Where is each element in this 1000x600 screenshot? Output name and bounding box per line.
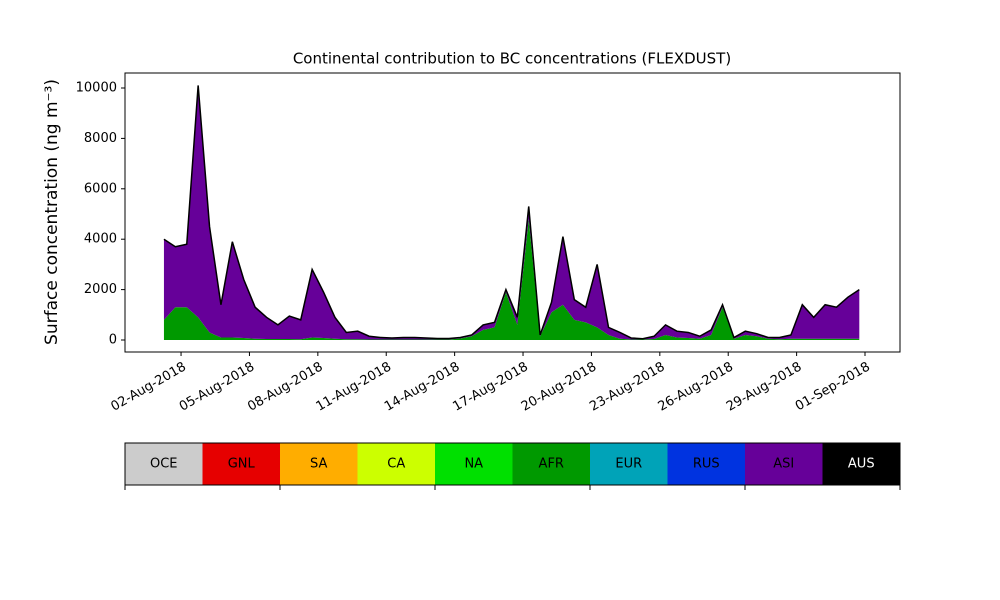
colorbar-label: GNL: [228, 457, 256, 472]
colorbar-label: SA: [310, 457, 327, 472]
x-tick-label: 26-Aug-2018: [656, 360, 736, 415]
x-tick-label: 20-Aug-2018: [519, 360, 599, 415]
y-tick-label: 6000: [84, 181, 117, 196]
x-tick-label: 08-Aug-2018: [245, 360, 325, 415]
colorbar-label: EUR: [615, 457, 642, 472]
colorbar-label: CA: [387, 457, 405, 472]
colorbar-label: RUS: [693, 457, 720, 472]
colorbar-label: NA: [464, 457, 483, 472]
x-tick-label: 29-Aug-2018: [724, 360, 804, 415]
colorbar-label: ASI: [773, 457, 794, 472]
x-tick-label: 01-Sep-2018: [793, 360, 873, 415]
area: [163, 219, 860, 341]
colorbar-swatch: [590, 443, 668, 485]
x-tick-label: 11-Aug-2018: [314, 360, 394, 415]
y-tick-label: 0: [109, 333, 117, 348]
colorbar-swatch: [512, 443, 591, 485]
colorbar-swatch: [125, 443, 203, 485]
x-tick-label: 23-Aug-2018: [587, 360, 667, 415]
colorbar-swatch: [280, 443, 358, 485]
x-tick-label: 14-Aug-2018: [382, 360, 462, 415]
plot-frame: [124, 72, 901, 353]
y-tick-label: 10000: [76, 80, 117, 95]
colorbar-swatch: [435, 443, 513, 485]
colorbar-swatch: [822, 443, 901, 485]
total-outline: [163, 85, 860, 340]
x-tick-label: 17-Aug-2018: [450, 360, 530, 415]
x-tick-label: 02-Aug-2018: [108, 360, 188, 415]
colorbar-label: AUS: [848, 457, 875, 472]
colorbar-frame: [124, 442, 901, 486]
chart-title: Continental contribution to BC concentra…: [293, 50, 731, 68]
y-tick-label: 4000: [84, 232, 117, 247]
y-tick-label: 2000: [84, 282, 117, 297]
colorbar-label: AFR: [539, 457, 564, 472]
colorbar-swatch: [202, 443, 281, 485]
y-axis-label: Surface concentration (ng m⁻³): [42, 79, 62, 345]
x-tick-label: 05-Aug-2018: [177, 360, 257, 415]
colorbar-swatch: [667, 443, 746, 485]
colorbar-label: OCE: [150, 457, 178, 472]
colorbar-swatch: [357, 443, 436, 485]
area: [163, 85, 860, 340]
colorbar-swatch: [745, 443, 823, 485]
y-tick-label: 8000: [84, 131, 117, 146]
